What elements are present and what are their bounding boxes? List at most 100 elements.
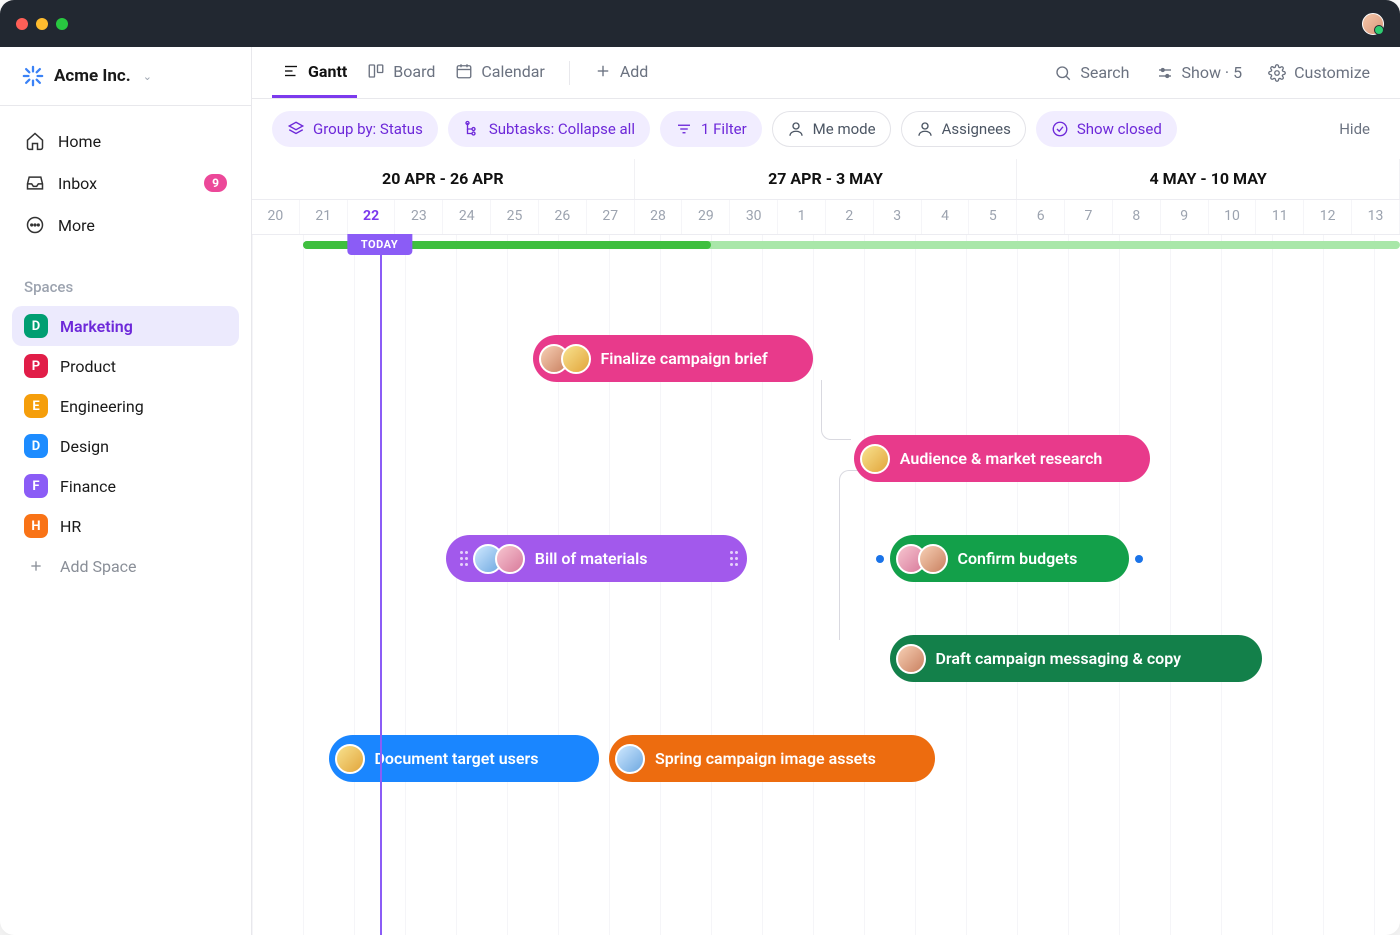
day-cell[interactable]: 22 (348, 200, 396, 234)
add-view-button[interactable]: Add (584, 48, 658, 98)
inbox-icon (24, 172, 46, 194)
day-cell[interactable]: 11 (1256, 200, 1304, 234)
day-cell[interactable]: 5 (969, 200, 1017, 234)
day-cell[interactable]: 20 (252, 200, 300, 234)
task-bar[interactable]: Draft campaign messaging & copy (890, 635, 1262, 682)
view-tab-board[interactable]: Board (357, 48, 445, 98)
nav-item-more[interactable]: More (12, 204, 239, 246)
assignee-avatar[interactable] (918, 544, 948, 574)
minimize-dot[interactable] (36, 18, 48, 30)
gantt-icon (282, 62, 300, 80)
workspace-switcher[interactable]: Acme Inc. ⌄ (0, 47, 251, 106)
day-cell[interactable]: 27 (587, 200, 635, 234)
person-icon (787, 120, 805, 138)
me-mode-chip[interactable]: Me mode (772, 111, 891, 147)
day-cell[interactable]: 3 (874, 200, 922, 234)
task-bar[interactable]: Finalize campaign brief (533, 335, 814, 382)
day-cell[interactable]: 8 (1113, 200, 1161, 234)
task-bar[interactable]: Spring campaign image assets (609, 735, 935, 782)
views-bar: Gantt Board Calendar Add Search Show · 5 (252, 47, 1400, 99)
view-label: Board (393, 62, 435, 81)
show-closed-label: Show closed (1077, 120, 1162, 138)
milestone-dot[interactable] (1135, 555, 1143, 563)
day-cell[interactable]: 21 (300, 200, 348, 234)
user-avatar[interactable] (1362, 13, 1384, 35)
hide-filters-button[interactable]: Hide (1329, 112, 1380, 146)
assignee-avatar[interactable] (896, 644, 926, 674)
view-label: Gantt (308, 62, 347, 81)
drag-handle-icon[interactable] (730, 551, 733, 566)
day-cell[interactable]: 7 (1065, 200, 1113, 234)
day-cell[interactable]: 2 (826, 200, 874, 234)
filter-chip[interactable]: 1 Filter (660, 111, 762, 147)
subtasks-icon (463, 120, 481, 138)
assignees-chip[interactable]: Assignees (901, 111, 1026, 147)
show-button[interactable]: Show · 5 (1146, 55, 1253, 90)
show-closed-chip[interactable]: Show closed (1036, 111, 1177, 147)
assignee-avatar[interactable] (860, 444, 890, 474)
filters-bar: Group by: Status Subtasks: Collapse all … (252, 99, 1400, 159)
subtasks-chip[interactable]: Subtasks: Collapse all (448, 111, 650, 147)
nav-item-inbox[interactable]: Inbox 9 (12, 162, 239, 204)
space-label: Product (60, 357, 116, 376)
space-item-engineering[interactable]: E Engineering (12, 386, 239, 426)
day-cell[interactable]: 29 (682, 200, 730, 234)
day-cell[interactable]: 9 (1161, 200, 1209, 234)
space-label: HR (60, 517, 81, 536)
space-item-design[interactable]: D Design (12, 426, 239, 466)
customize-button[interactable]: Customize (1258, 55, 1380, 90)
day-cell[interactable]: 6 (1017, 200, 1065, 234)
space-label: Marketing (60, 317, 133, 336)
day-cell[interactable]: 30 (730, 200, 778, 234)
task-label: Bill of materials (535, 549, 648, 568)
drag-handle-icon[interactable] (460, 551, 463, 566)
window-titlebar (0, 0, 1400, 47)
view-tab-gantt[interactable]: Gantt (272, 48, 357, 98)
group-by-chip[interactable]: Group by: Status (272, 111, 438, 147)
search-button[interactable]: Search (1044, 55, 1139, 90)
assignee-avatar[interactable] (615, 744, 645, 774)
avatar-stack (896, 644, 926, 674)
date-range: 20 APR - 26 APR (252, 159, 635, 199)
day-cell[interactable]: 25 (491, 200, 539, 234)
space-item-product[interactable]: P Product (12, 346, 239, 386)
space-label: Finance (60, 477, 116, 496)
assignee-avatar[interactable] (495, 544, 525, 574)
close-dot[interactable] (16, 18, 28, 30)
view-tab-calendar[interactable]: Calendar (445, 48, 554, 98)
sliders-icon (1156, 64, 1174, 82)
search-label: Search (1080, 63, 1129, 82)
day-cell[interactable]: 24 (443, 200, 491, 234)
space-item-marketing[interactable]: D Marketing (12, 306, 239, 346)
day-cell[interactable]: 10 (1209, 200, 1257, 234)
milestone-dot[interactable] (876, 555, 884, 563)
sidebar: Acme Inc. ⌄ Home Inbox 9 More Spaces D M… (0, 47, 252, 935)
primary-nav: Home Inbox 9 More (0, 106, 251, 260)
day-cell[interactable]: 28 (635, 200, 683, 234)
assignee-avatar[interactable] (335, 744, 365, 774)
nav-item-home[interactable]: Home (12, 120, 239, 162)
task-bar[interactable]: Confirm budgets (890, 535, 1130, 582)
home-icon (24, 130, 46, 152)
day-cell[interactable]: 13 (1352, 200, 1400, 234)
add-space-button[interactable]: Add Space (12, 546, 239, 586)
day-cell[interactable]: 12 (1304, 200, 1352, 234)
day-cell[interactable]: 4 (922, 200, 970, 234)
more-icon (24, 214, 46, 236)
avatar-stack (860, 444, 890, 474)
gantt-chart[interactable]: 20 APR - 26 APR27 APR - 3 MAY4 MAY - 10 … (252, 159, 1400, 935)
nav-label: More (58, 216, 227, 235)
task-bar[interactable]: Audience & market research (854, 435, 1150, 482)
day-cell[interactable]: 26 (539, 200, 587, 234)
task-bar[interactable]: Bill of materials (446, 535, 747, 582)
zoom-dot[interactable] (56, 18, 68, 30)
window-controls[interactable] (16, 18, 68, 30)
space-item-finance[interactable]: F Finance (12, 466, 239, 506)
gantt-body[interactable]: TODAYFinalize campaign briefAudience & m… (252, 235, 1400, 935)
nav-label: Home (58, 132, 227, 151)
task-bar[interactable]: Document target users (329, 735, 599, 782)
day-cell[interactable]: 1 (778, 200, 826, 234)
day-cell[interactable]: 23 (395, 200, 443, 234)
assignee-avatar[interactable] (561, 344, 591, 374)
space-item-hr[interactable]: H HR (12, 506, 239, 546)
